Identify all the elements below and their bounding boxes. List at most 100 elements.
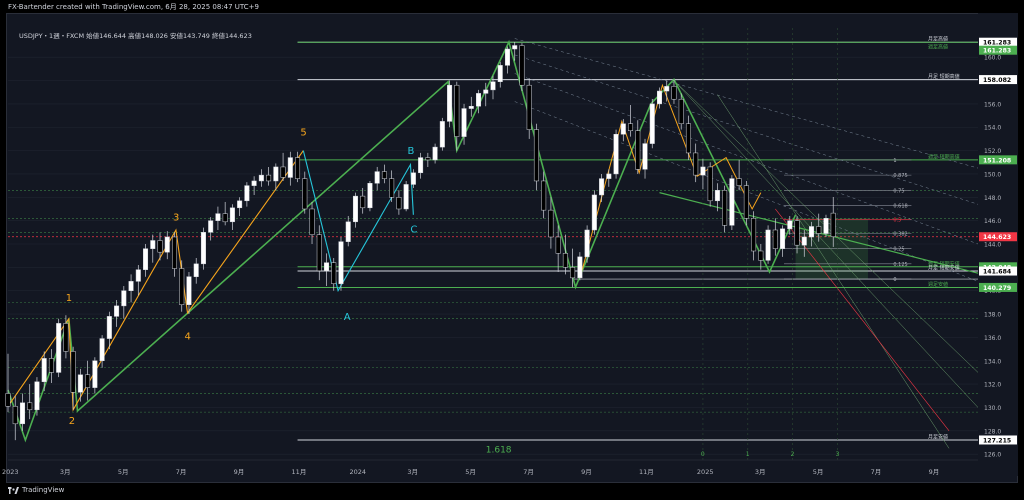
candle-body <box>85 374 91 388</box>
price-tick-label: 146.0 <box>984 218 1001 225</box>
price-tick-label: 144.0 <box>984 242 1001 249</box>
price-tick-label: 134.0 <box>984 358 1001 365</box>
candle-body <box>765 229 771 261</box>
time-tick-label: 9月 <box>234 468 245 476</box>
footer: TradingView <box>8 486 64 494</box>
fib-level-label: 0.875 <box>893 173 907 179</box>
candle-body <box>63 323 69 352</box>
candle-body <box>801 236 807 246</box>
candle-body <box>360 195 366 209</box>
candle-body <box>722 190 728 226</box>
candle-body <box>150 240 156 249</box>
time-tick-label: 5月 <box>118 468 129 476</box>
price-level-badge <box>979 435 1017 445</box>
time-tick-label: 7月 <box>176 468 187 476</box>
trend-line <box>514 73 979 245</box>
price-level-label: 週足安値 <box>928 281 948 288</box>
candle-body <box>403 184 409 210</box>
candle-body <box>389 178 395 198</box>
candle-body <box>121 290 127 307</box>
price-level-tag: 140.279 <box>983 285 1011 292</box>
price-level-label: 月足高値 <box>928 36 948 43</box>
candle-body <box>324 262 330 272</box>
wave-path-green <box>7 39 797 443</box>
candle-body <box>678 98 684 124</box>
time-tick-label: 2024 <box>349 468 366 476</box>
fib-level-label: 0.125 <box>893 262 907 268</box>
candle-body <box>555 236 561 254</box>
candle-body <box>193 263 199 277</box>
candle-body <box>410 172 416 185</box>
candle-body <box>19 402 25 425</box>
wave-label: 3 <box>173 213 179 224</box>
price-level-badge <box>979 282 1017 292</box>
symbol-legend: USDJPY・1週・FXCM 始値146.644 高値148.026 安値143… <box>19 32 252 40</box>
price-level-badge <box>979 45 1017 55</box>
time-tick-label: 5月 <box>813 468 824 476</box>
candle-body <box>309 208 315 235</box>
candle-body <box>396 197 402 210</box>
candle-body <box>295 157 301 179</box>
wave-label: A <box>344 312 351 323</box>
price-level-tag: 144.623 <box>983 234 1011 241</box>
time-tick-label: 3月 <box>755 468 766 476</box>
candle-body <box>338 241 344 284</box>
candle-body <box>577 256 583 279</box>
wave-label: 4 <box>185 332 191 343</box>
candle-body <box>664 86 670 92</box>
wave-label: B <box>407 146 414 157</box>
candle-body <box>251 180 257 186</box>
fib-time-label: 0 <box>701 451 705 458</box>
trend-line <box>514 38 979 169</box>
candle-body <box>331 262 337 284</box>
wave-label: 1 <box>66 293 72 304</box>
candle-body <box>287 157 293 178</box>
candle-body <box>620 123 626 135</box>
candle-body <box>143 248 149 270</box>
price-level-label: 週足 短期安値 <box>928 260 960 267</box>
time-tick-label: 11月 <box>639 468 654 476</box>
price-level-tag: 161.283 <box>983 48 1011 55</box>
candle-body <box>200 232 206 265</box>
price-level-tag: 151.208 <box>983 157 1011 164</box>
candle-body <box>381 171 387 179</box>
price-level-badge <box>979 37 1017 47</box>
candle-body <box>772 229 778 249</box>
candle-body <box>77 374 83 393</box>
candle-body <box>244 185 250 202</box>
time-tick-label: 7月 <box>871 468 882 476</box>
candle-body <box>512 45 518 50</box>
price-tick-label: 160.0 <box>984 55 1001 62</box>
candle-body <box>5 393 11 407</box>
candle-body <box>504 48 510 66</box>
candle-body <box>302 178 308 210</box>
candle-body <box>693 152 699 176</box>
candle-body <box>816 226 822 234</box>
trend-line <box>673 80 979 408</box>
candle-body <box>584 229 590 258</box>
candle-body <box>106 316 112 339</box>
fib-time-label: 3 <box>836 451 840 458</box>
price-tick-label: 152.0 <box>984 148 1001 155</box>
price-level-label: 月足安値 <box>928 433 948 440</box>
fib-level-label: 1 <box>893 158 896 164</box>
tradingview-logo-icon <box>8 486 19 494</box>
price-tick-label: 148.0 <box>984 195 1001 202</box>
candle-body <box>483 89 489 94</box>
candle-body <box>418 157 424 174</box>
fib-time-label: 1 <box>746 451 750 458</box>
fib-extension-label: 1.618 <box>486 445 512 455</box>
candle-body <box>628 123 634 131</box>
candle-body <box>179 268 185 305</box>
candle-body <box>432 146 438 161</box>
candle-body <box>736 178 742 186</box>
candle-body <box>613 133 619 175</box>
candle-body <box>830 212 836 237</box>
price-tick-label: 154.0 <box>984 125 1001 132</box>
candle-body <box>642 143 648 170</box>
candle-body <box>809 226 815 238</box>
trend-line <box>717 94 950 449</box>
fib-time-label: 2 <box>791 451 795 458</box>
footer-brand: TradingView <box>22 486 65 494</box>
